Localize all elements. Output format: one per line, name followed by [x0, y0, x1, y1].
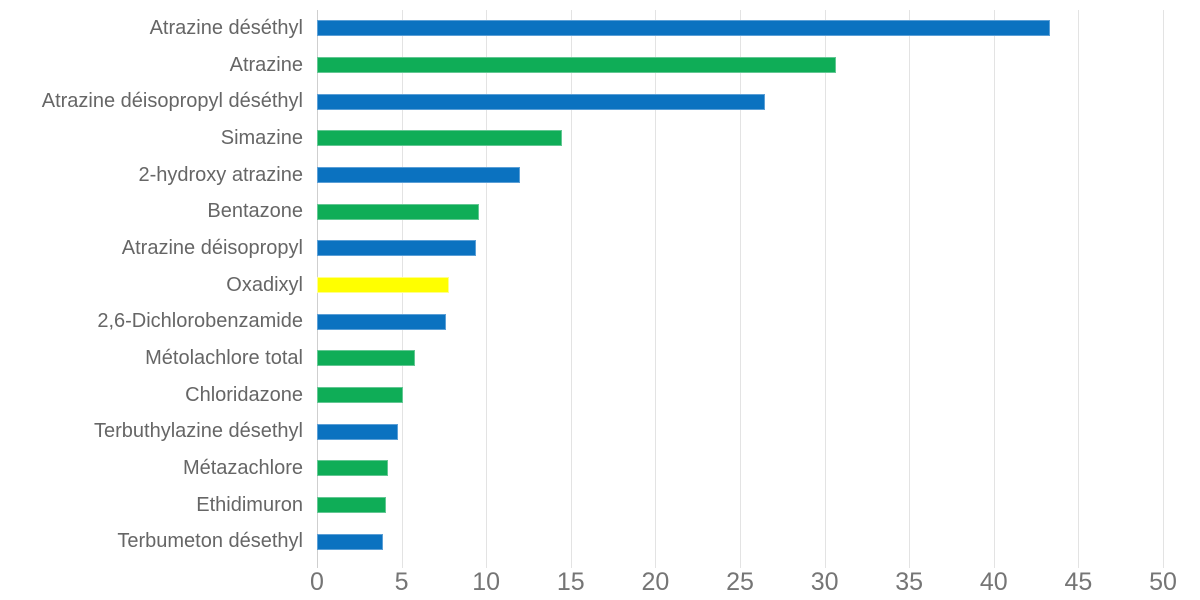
x-tick-label: 0: [310, 568, 324, 596]
bar-row: [317, 450, 1163, 487]
x-tick-label: 30: [810, 568, 839, 596]
x-tick-label: 10: [472, 568, 501, 596]
bar: [317, 460, 389, 477]
bar: [317, 166, 521, 183]
x-tick-label: 15: [556, 568, 585, 596]
category-label: Oxadixyl: [226, 273, 303, 296]
plot-area: [317, 10, 1164, 568]
x-tick-label: 45: [1064, 568, 1093, 596]
bar: [317, 20, 1050, 37]
bar: [317, 56, 837, 73]
bar-row: [317, 157, 1163, 194]
gridline: [655, 10, 657, 568]
category-label: Bentazone: [207, 200, 303, 223]
category-label: Atrazine déséthyl: [149, 17, 303, 39]
category-label: 2,6-Dichlorobenzamide: [97, 310, 303, 333]
bar-row: [317, 523, 1163, 560]
bar: [317, 203, 480, 220]
bar-row: [317, 83, 1163, 120]
gridline: [909, 10, 911, 568]
gridline: [486, 10, 488, 568]
category-labels: Atrazine déséthyl Atrazine Atrazine déisop…: [0, 10, 317, 560]
bar: [317, 386, 404, 403]
bar: [317, 240, 477, 257]
x-tick-label: 40: [979, 568, 1008, 596]
gridline: [993, 10, 995, 568]
bar-row: [317, 267, 1163, 304]
x-tick-label: 20: [641, 568, 670, 596]
gridline: [740, 10, 741, 568]
bar-row: [317, 413, 1163, 450]
category-label: 2-hydroxy atrazine: [138, 163, 303, 186]
bar-row: [317, 340, 1163, 377]
category-label: Atrazine déisopropyl déséthyl: [41, 90, 303, 113]
bar-row: [317, 487, 1163, 524]
gridline: [1163, 10, 1164, 568]
gridline: [570, 10, 572, 568]
bar-row: [317, 193, 1163, 230]
category-label: Atrazine: [229, 53, 303, 76]
bar-row: [317, 303, 1163, 340]
bar: [317, 350, 416, 367]
category-label: Atrazine déisopropyl: [121, 236, 303, 259]
x-axis: 0 5 10 15 20 25 30 35 40 45 50: [310, 568, 1177, 598]
category-label: Simazine: [220, 126, 303, 149]
category-label: Chloridazone: [185, 383, 303, 406]
x-tick-label: 50: [1149, 568, 1177, 596]
gridline: [824, 10, 826, 568]
bar: [317, 313, 446, 330]
category-label: Métazachlore: [182, 456, 303, 479]
bar-row: [317, 10, 1163, 47]
x-tick-label: 5: [394, 568, 409, 596]
bar: [317, 276, 449, 293]
category-label: Terbuthylazine désethyl: [93, 420, 303, 443]
x-tick-label: 35: [895, 568, 924, 596]
bar: [317, 130, 563, 147]
bar-row: [317, 120, 1163, 157]
bar: [317, 423, 399, 440]
bar-row: [317, 230, 1163, 267]
x-tick-label: 25: [726, 568, 754, 596]
bar: [317, 533, 383, 550]
bar-row: [317, 47, 1163, 84]
bar: [317, 93, 766, 110]
category-label: Métolachlore total: [145, 346, 303, 369]
category-label: Terbumeton désethyl: [117, 530, 303, 553]
category-label: Ethidimuron: [196, 493, 303, 516]
bar: [317, 496, 387, 513]
gridline: [1078, 10, 1080, 568]
bar-row: [317, 377, 1163, 414]
